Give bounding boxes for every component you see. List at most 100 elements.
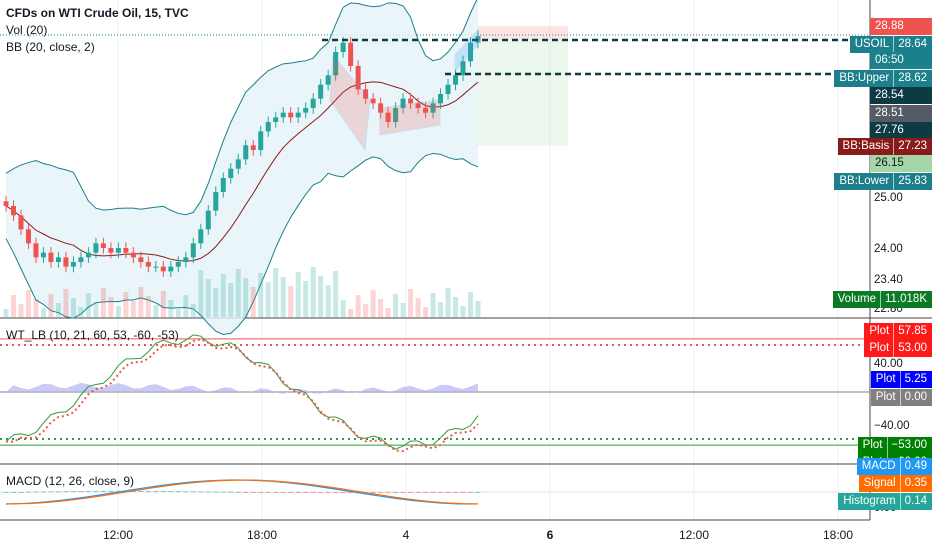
volume-bar (288, 286, 294, 317)
price-tag[interactable]: BB:Upper 28.62 (834, 70, 932, 87)
candle-body (205, 210, 211, 230)
volume-bar (393, 294, 399, 317)
candle-body (295, 112, 301, 118)
macd-tag[interactable]: Signal 0.35 (858, 475, 932, 492)
macd-tag[interactable]: MACD 0.49 (856, 458, 932, 475)
volume-bar (258, 273, 264, 317)
wt-lb-legend[interactable]: WT_LB (10, 21, 60, 53, -60, -53) (6, 328, 179, 342)
volume-bar (18, 304, 24, 317)
candle-body (10, 206, 16, 216)
macd-tag[interactable]: Histogram 0.14 (838, 493, 932, 510)
macd-histogram-bar (250, 492, 256, 493)
volume-bar (310, 267, 316, 317)
candle-body (235, 159, 241, 169)
macd-histogram-bar (295, 492, 301, 493)
volume-bar (303, 281, 309, 317)
candle-body (78, 257, 84, 262)
wt-plot-tag[interactable]: Plot 0.00 (870, 389, 932, 406)
candle-body (183, 257, 189, 262)
candle-body (220, 178, 226, 192)
price-tag[interactable]: 27.76 (870, 122, 932, 139)
volume-bar (295, 272, 301, 317)
macd-histogram-bar (213, 491, 219, 493)
volume-bar (63, 289, 69, 317)
volume-bar (445, 288, 451, 317)
volume-bar (340, 300, 346, 317)
macd-histogram-bar (408, 492, 414, 493)
volume-bar (220, 274, 226, 317)
macd-histogram-bar (310, 492, 316, 493)
time-axis-label: 6 (546, 528, 554, 542)
macd-histogram-bar (100, 490, 106, 492)
time-axis-label: 18:00 (822, 528, 854, 542)
volume-bar (3, 309, 9, 317)
volume-bar (333, 271, 339, 317)
macd-histogram-bar (303, 492, 309, 493)
candle-body (370, 98, 376, 104)
volume-bar (363, 304, 369, 317)
price-tag[interactable]: 28.51 (870, 105, 932, 122)
candle-body (123, 248, 129, 253)
price-tag[interactable]: 28.88 (870, 18, 932, 35)
volume-bar (40, 308, 46, 317)
rising-channel-pattern (454, 28, 479, 74)
candle-body (100, 243, 106, 248)
candle-body (190, 243, 196, 258)
candle-body (438, 94, 444, 104)
price-tag[interactable]: BB:Lower 25.83 (834, 173, 932, 190)
macd-histogram-bar (138, 490, 144, 492)
price-tag[interactable]: Volume 11.018K (832, 291, 932, 308)
time-axis-label: 12:00 (678, 528, 710, 542)
volume-bar (250, 287, 256, 317)
wt-plot-tag[interactable]: Plot 5.25 (870, 371, 932, 388)
price-tag[interactable]: 06:50 (870, 52, 932, 69)
volume-bar (325, 285, 331, 317)
volume-bar (93, 302, 99, 317)
price-tick-label: 24.00 (874, 243, 903, 255)
macd-histogram-bar (78, 490, 84, 492)
wt-plot-tag[interactable]: Plot −53.00 (857, 437, 932, 454)
wt-plot-tag[interactable]: Plot 57.85 (864, 323, 932, 340)
time-axis-label: 12:00 (102, 528, 134, 542)
bollinger-legend[interactable]: BB (20, close, 2) (6, 40, 95, 54)
candle-body (85, 252, 91, 258)
candle-body (228, 168, 234, 178)
wt-diff-area (6, 382, 478, 394)
candle-body (168, 266, 174, 272)
candle-body (303, 108, 309, 113)
volume-bar (78, 307, 84, 317)
symbol-title[interactable]: CFDs on WTI Crude Oil, 15, TVC (6, 6, 189, 20)
candle-body (63, 257, 69, 267)
candle-body (40, 252, 46, 258)
volume-bar (273, 268, 279, 317)
macd-histogram-bar (385, 492, 391, 494)
macd-histogram-bar (445, 492, 451, 493)
macd-histogram-bar (3, 492, 9, 493)
candle-body (18, 215, 24, 230)
macd-histogram-bar (475, 491, 481, 493)
candle-body (273, 117, 279, 122)
macd-legend[interactable]: MACD (12, 26, close, 9) (6, 474, 135, 488)
volume-legend[interactable]: Vol (20) (6, 23, 48, 37)
price-tag[interactable]: 28.54 (870, 87, 932, 104)
candle-body (48, 252, 54, 262)
price-tag[interactable]: BB:Basis 27.23 (837, 138, 932, 155)
macd-histogram-bar (453, 492, 459, 493)
price-tag[interactable]: 26.15 (870, 155, 932, 172)
price-tag[interactable]: USOIL 28.64 (849, 36, 932, 53)
volume-bar (168, 300, 174, 317)
bb-lower-line (5, 152, 479, 336)
volume-bar (430, 293, 436, 317)
macd-histogram-bar (370, 492, 376, 494)
candle-body (265, 122, 271, 132)
candle-body (280, 112, 286, 118)
volume-bar (378, 299, 384, 317)
wt-plot-tag[interactable]: Plot 53.00 (864, 340, 932, 357)
volume-bar (130, 301, 136, 317)
macd-histogram-bar (228, 491, 234, 493)
volume-bar (10, 295, 16, 317)
candle-body (430, 103, 436, 113)
volume-bar (213, 288, 219, 317)
